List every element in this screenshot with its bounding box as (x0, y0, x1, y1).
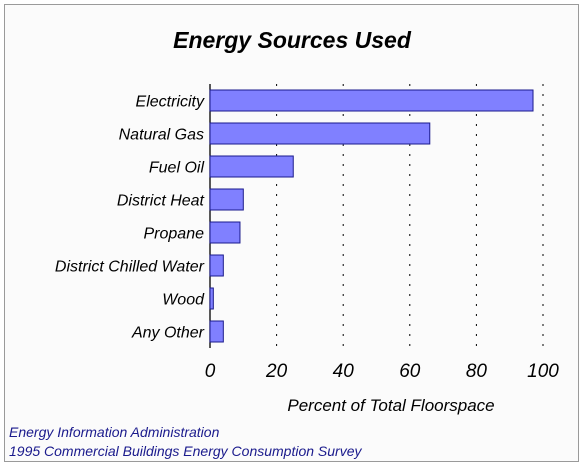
x-tick-100: 100 (527, 361, 559, 382)
category-label-0: Electricity (136, 94, 205, 111)
bars (210, 90, 533, 342)
category-label-6: Wood (162, 292, 205, 309)
source-line-1: Energy Information Administration (9, 424, 220, 440)
bar-2 (210, 156, 293, 177)
category-label-2: Fuel Oil (149, 160, 205, 177)
x-tick-labels: 0 20 40 60 80 100 (205, 361, 560, 382)
category-labels: Electricity Natural Gas Fuel Oil District H… (55, 94, 205, 342)
x-tick-20: 20 (265, 361, 288, 382)
source-line-2: 1995 Commercial Buildings Energy Consump… (9, 443, 363, 459)
bar-3 (210, 189, 243, 210)
bar-1 (210, 123, 430, 144)
category-label-1: Natural Gas (119, 127, 204, 144)
x-tick-0: 0 (205, 361, 216, 382)
bar-7 (210, 321, 223, 342)
chart-title: Energy Sources Used (173, 27, 412, 53)
bar-5 (210, 255, 223, 276)
x-tick-80: 80 (466, 361, 488, 382)
category-label-7: Any Other (131, 325, 205, 342)
x-tick-40: 40 (333, 361, 355, 382)
x-tick-60: 60 (399, 361, 421, 382)
category-label-4: Propane (144, 226, 205, 243)
bar-4 (210, 222, 240, 243)
category-label-5: District Chilled Water (55, 259, 205, 276)
x-axis-label: Percent of Total Floorspace (287, 396, 494, 415)
bar-6 (210, 288, 213, 309)
category-label-3: District Heat (117, 193, 205, 210)
bar-0 (210, 90, 533, 111)
